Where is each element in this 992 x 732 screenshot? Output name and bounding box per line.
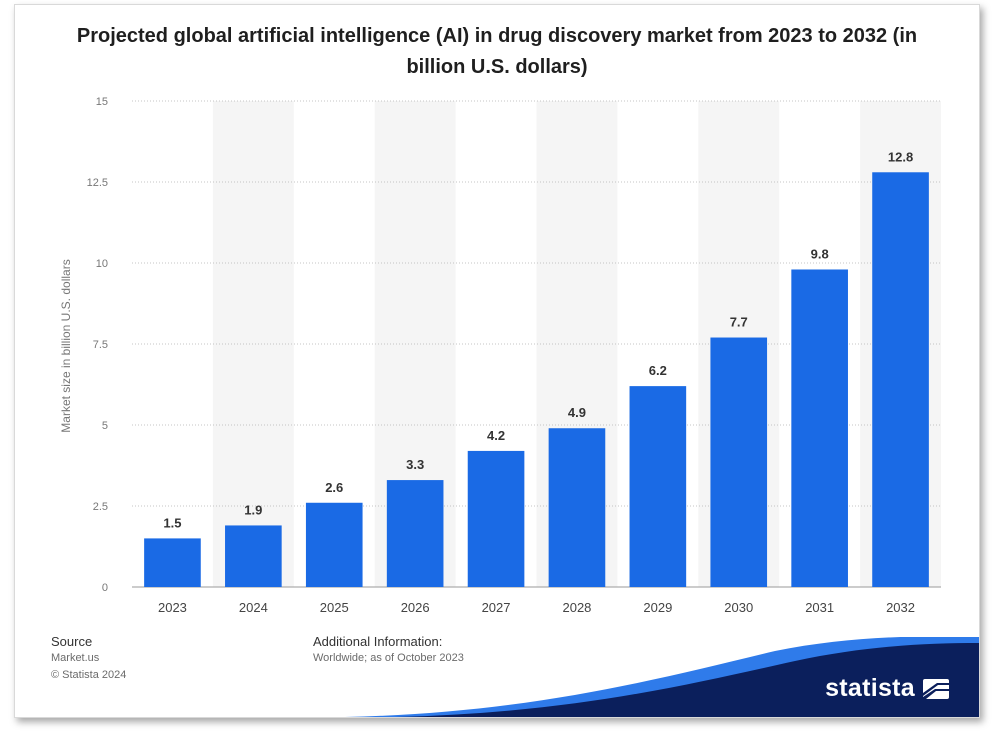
x-tick-label: 2027 [482, 600, 511, 615]
data-label: 7.7 [730, 315, 748, 330]
data-label: 4.2 [487, 428, 505, 443]
x-tick-label: 2030 [724, 600, 753, 615]
additional-info-line: Worldwide; as of October 2023 [313, 652, 464, 664]
brand-swoosh [345, 637, 979, 717]
y-tick-label: 2.5 [93, 501, 108, 513]
bar-2023 [144, 538, 201, 587]
y-tick-label: 10 [96, 258, 108, 270]
x-tick-label: 2032 [886, 600, 915, 615]
data-label: 1.5 [163, 515, 181, 530]
x-tick-label: 2028 [562, 600, 591, 615]
data-label: 3.3 [406, 457, 424, 472]
source-heading: Source [51, 634, 93, 649]
additional-info-block: Additional Information: Worldwide; as of… [313, 633, 464, 667]
y-tick-label: 0 [102, 582, 108, 594]
source-line: Market.us [51, 652, 100, 664]
bar-2026 [386, 480, 444, 587]
data-label: 12.8 [888, 149, 913, 164]
bar-2031 [791, 269, 848, 587]
y-axis-title: Market size in billion U.S. dollars [59, 259, 73, 432]
y-tick-label: 12.5 [87, 177, 108, 189]
x-tick-label: 2023 [158, 600, 187, 615]
data-label: 9.8 [811, 246, 829, 261]
source-block: Source Market.us © Statista 2024 [51, 633, 126, 684]
y-tick-label: 5 [102, 420, 108, 432]
statista-brand[interactable]: statista [825, 674, 949, 703]
bar-2024 [225, 525, 282, 587]
chart-title: Projected global artificial intelligence… [76, 25, 918, 78]
x-tick-label: 2026 [401, 600, 430, 615]
x-tick-label: 2024 [239, 600, 268, 615]
column-band [212, 101, 294, 587]
y-tick-label: 7.5 [93, 339, 108, 351]
x-tick-label: 2025 [320, 600, 349, 615]
bar-2025 [305, 502, 363, 587]
statista-wordmark: statista [825, 674, 915, 702]
bar-2030 [710, 337, 768, 587]
y-tick-label: 15 [96, 96, 108, 108]
bar-2028 [548, 428, 606, 587]
bar-2032 [872, 172, 929, 587]
data-label: 2.6 [325, 480, 343, 495]
data-label: 1.9 [244, 502, 262, 517]
chart-card: Projected global artificial intelligence… [14, 4, 980, 718]
copyright-line: © Statista 2024 [51, 669, 127, 681]
x-tick-label: 2029 [643, 600, 672, 615]
data-label: 6.2 [649, 363, 667, 378]
bar-2029 [629, 386, 687, 587]
additional-info-heading: Additional Information: [313, 634, 443, 649]
statista-logo-icon [923, 678, 949, 699]
bar-chart: 0 2.5 5 7.5 10 12.5 15 Market size in billion U… [59, 96, 941, 615]
x-tick-label: 2031 [805, 600, 834, 615]
data-label: 4.9 [568, 405, 586, 420]
bar-2027 [467, 450, 525, 587]
